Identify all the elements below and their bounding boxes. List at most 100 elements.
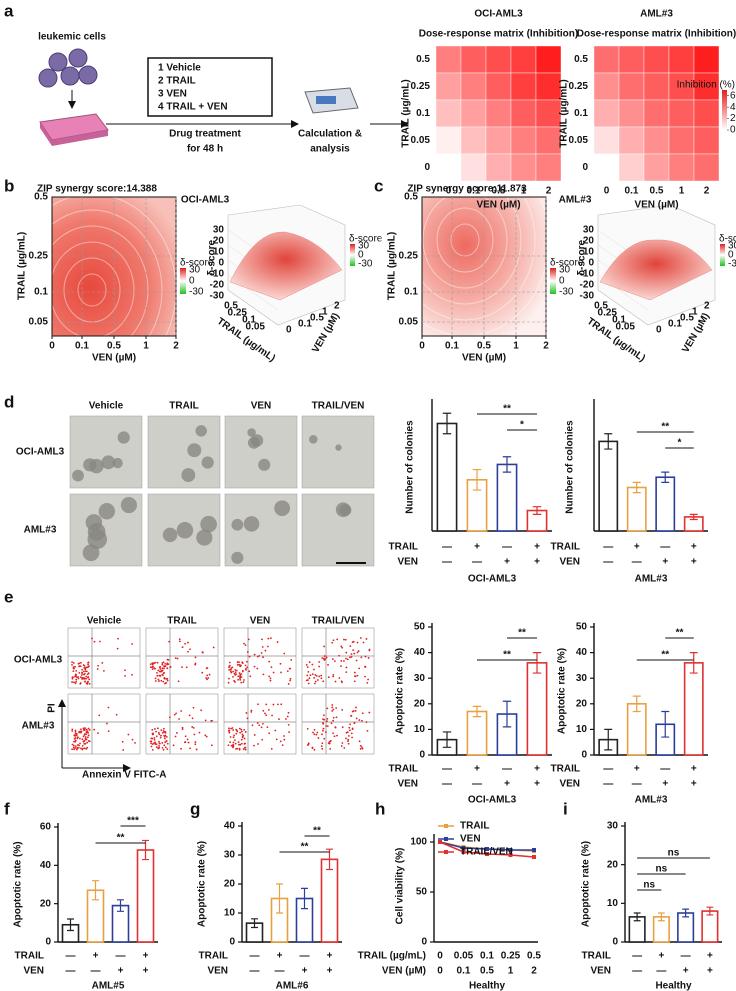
flow-dot [242, 748, 245, 750]
y-axis-label: Apoptotic rate (%) [13, 841, 24, 927]
flow-dot [73, 667, 75, 670]
y-tick-label: 0.25 [399, 251, 419, 262]
flow-dot [228, 668, 231, 671]
colony [335, 444, 342, 451]
flow-dot [167, 663, 170, 666]
condition-mark: — [656, 966, 666, 977]
flow-dot [206, 678, 208, 681]
flow-dot [347, 742, 350, 745]
condition-label: VEN [590, 966, 611, 977]
flow-dot [87, 734, 90, 737]
marker [461, 850, 466, 854]
condition-mark: + [634, 764, 640, 775]
flow-plot [67, 627, 141, 689]
flow-dot [154, 741, 157, 744]
flow-dot [315, 733, 318, 736]
y-tick-label: 50 [576, 622, 588, 633]
flow-dot [204, 719, 207, 722]
flow-dot [151, 668, 154, 671]
x-axis-label: OCI-AML3 [468, 795, 517, 806]
flow-dot [205, 735, 208, 738]
x-tick-label: 1 [521, 186, 527, 197]
x-tick-label: 2 [704, 186, 710, 197]
flow-dot [161, 742, 164, 744]
colorbar-title: δ-score [550, 258, 584, 269]
flow-dot [243, 728, 246, 731]
flow-dot [117, 637, 119, 640]
condition-mark: — [442, 764, 452, 775]
flow-dot [262, 722, 264, 725]
axis-label: PI [47, 703, 58, 713]
flow-dot [211, 719, 213, 722]
flow-dot [187, 650, 189, 653]
condition-mark: — [632, 951, 642, 962]
flow-dot [325, 725, 327, 727]
x-tick-label: 1 [679, 186, 685, 197]
heatmap-cell [593, 153, 620, 182]
colony [117, 431, 130, 444]
flow-dot [323, 655, 326, 657]
flow-dot [256, 722, 259, 724]
flow-dot [75, 670, 78, 672]
legend-marker [444, 837, 448, 841]
row-label: OCI-AML3 [14, 655, 63, 666]
significance: ** [661, 422, 669, 433]
flow-dot [246, 717, 249, 720]
y-tick-label: 50 [416, 887, 428, 898]
analysis-note: Calculation & [298, 129, 362, 140]
column-label: TRAIL/VEN [312, 401, 365, 412]
flow-dot [265, 714, 268, 717]
flow-dot [238, 743, 240, 746]
heatmap-cell [593, 99, 620, 128]
flow-dot [86, 736, 89, 739]
flow-dot [313, 748, 316, 751]
flow-dot [272, 671, 275, 674]
colony [82, 544, 100, 562]
condition-mark: + [504, 557, 510, 568]
flow-dot [332, 719, 334, 722]
flow-dot [321, 747, 324, 750]
flow-dot [368, 711, 371, 714]
flow-dot [269, 637, 272, 639]
y-tick-label: 30 [414, 673, 426, 684]
flow-dot [175, 732, 178, 734]
flow-dot [331, 710, 334, 712]
flow-dot [168, 640, 171, 643]
flow-dot [72, 744, 75, 747]
y-tick-label: 0 [229, 937, 235, 948]
column-label: VEN [251, 401, 272, 412]
colorbar-tick: -30 [189, 287, 204, 298]
flow-dot [77, 746, 80, 749]
z-tick-label: 20 [213, 236, 225, 247]
y-tick-label: 20 [576, 698, 588, 709]
x-tick-label-3d: 1 [322, 307, 328, 318]
flow-dot [174, 657, 177, 660]
flow-dot [360, 656, 363, 659]
x-tick-label: 0 [446, 186, 452, 197]
flow-dot [187, 741, 190, 744]
flow-dot [359, 744, 362, 747]
flow-dot [173, 713, 176, 716]
colorbar-tick: -30 [358, 259, 373, 270]
flow-dot [87, 740, 90, 742]
y-axis-label: TRAIL (µg/mL) [559, 79, 570, 147]
x-tick-label: 0.5 [107, 341, 121, 352]
flow-dot [212, 646, 215, 649]
plate-side [40, 122, 108, 146]
flow-dot [84, 680, 86, 683]
flow-dot [365, 721, 368, 724]
flow-dot [79, 737, 81, 740]
y-tick-label: 30 [607, 821, 619, 832]
flow-dot [287, 683, 290, 685]
flow-dot [238, 727, 241, 730]
flow-dot [228, 664, 231, 667]
y-axis-label: TRAIL (µg/mL) [401, 79, 412, 147]
y-tick-label: 30 [224, 850, 236, 861]
flow-dot [285, 718, 287, 720]
y-tick-label: 0.5 [416, 54, 430, 65]
flow-dot [191, 726, 194, 728]
flow-dot [159, 665, 162, 668]
flow-dot [74, 665, 77, 668]
flow-dot [74, 729, 77, 732]
heatmap-cell [618, 153, 645, 182]
